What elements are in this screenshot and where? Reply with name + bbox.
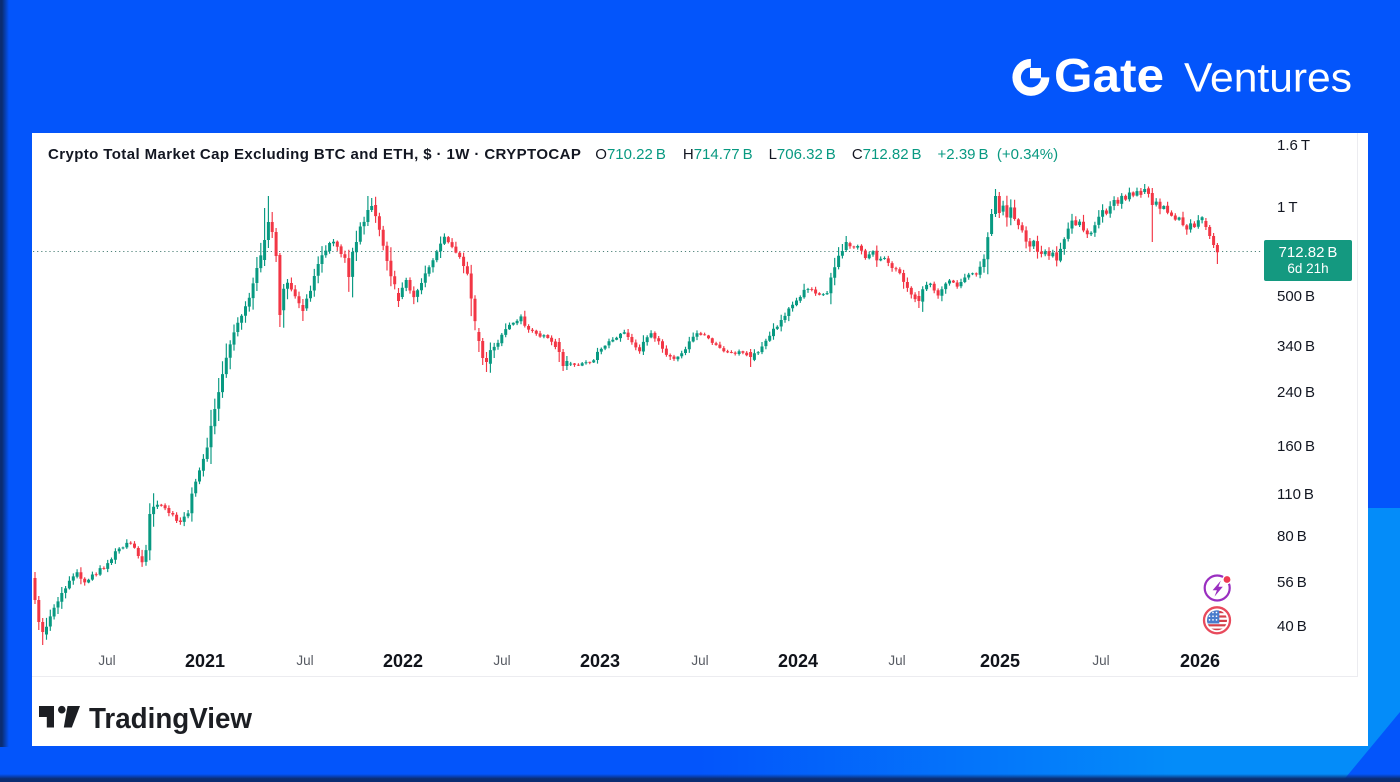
svg-text:Gate: Gate bbox=[1054, 52, 1164, 102]
svg-text:TradingView: TradingView bbox=[89, 703, 252, 735]
svg-text:Ventures: Ventures bbox=[1184, 55, 1352, 101]
